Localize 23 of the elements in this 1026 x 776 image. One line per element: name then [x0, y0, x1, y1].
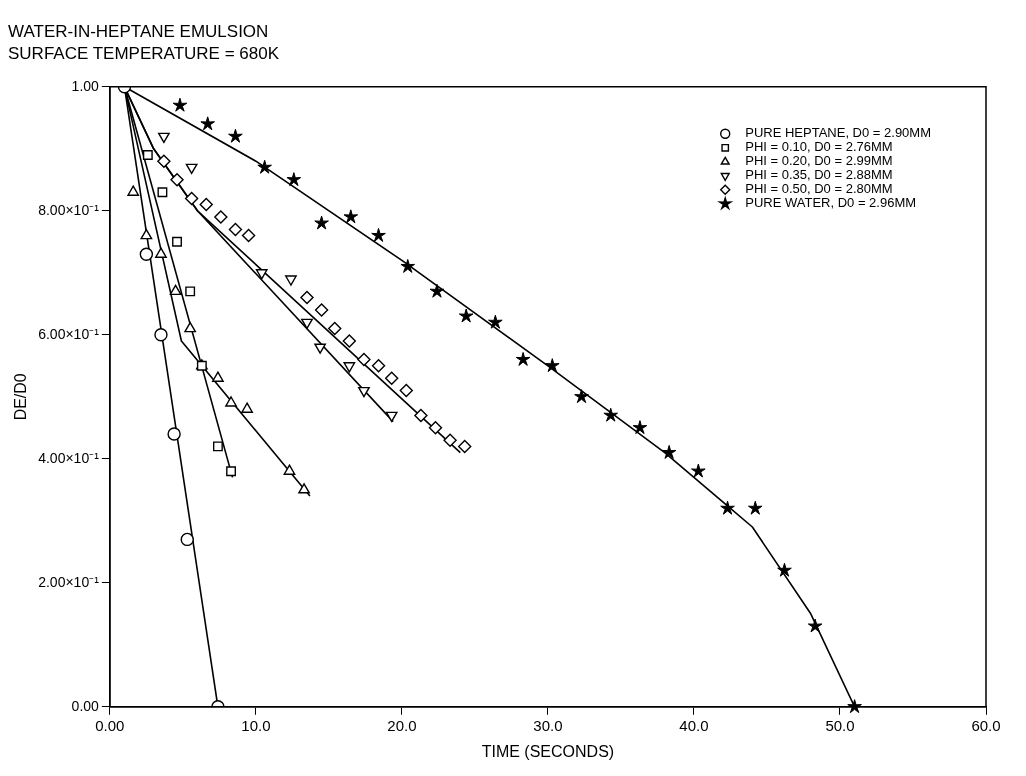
- y-axis-title: DE/D0: [12, 373, 30, 421]
- y-tick-label: 1.00: [71, 77, 100, 94]
- x-tick-label: 60.0: [971, 716, 1001, 734]
- legend-label: PHI = 0.50, D0 = 2.80MM: [745, 181, 893, 197]
- y-tick-label: 8.00×10⁻¹: [38, 201, 100, 218]
- x-tick-label: 10.0: [241, 716, 271, 734]
- x-tick-label: 50.0: [825, 716, 855, 734]
- legend-label: PURE WATER, D0 = 2.96MM: [745, 195, 917, 211]
- x-axis-title: TIME (SECONDS): [481, 742, 615, 760]
- y-tick-label: 4.00×10⁻¹: [38, 449, 100, 466]
- x-tick-label: 20.0: [387, 716, 417, 734]
- y-tick-label: 6.00×10⁻¹: [38, 325, 100, 342]
- x-tick-label: 30.0: [533, 716, 563, 734]
- legend-label: PHI = 0.35, D0 = 2.88MM: [745, 167, 893, 183]
- y-tick-label: 0.00: [71, 697, 100, 714]
- legend-label: PURE HEPTANE, D0 = 2.90MM: [745, 125, 932, 141]
- x-tick-label: 0.00: [95, 716, 125, 734]
- legend-label: PHI = 0.10, D0 = 2.76MM: [745, 139, 893, 155]
- chart-title: WATER-IN-HEPTANE EMULSION: [8, 21, 269, 41]
- legend-label: PHI = 0.20, D0 = 2.99MM: [745, 153, 893, 169]
- y-tick-label: 2.00×10⁻¹: [38, 573, 100, 590]
- x-tick-label: 40.0: [679, 716, 709, 734]
- chart-subtitle: SURFACE TEMPERATURE = 680K: [8, 44, 280, 64]
